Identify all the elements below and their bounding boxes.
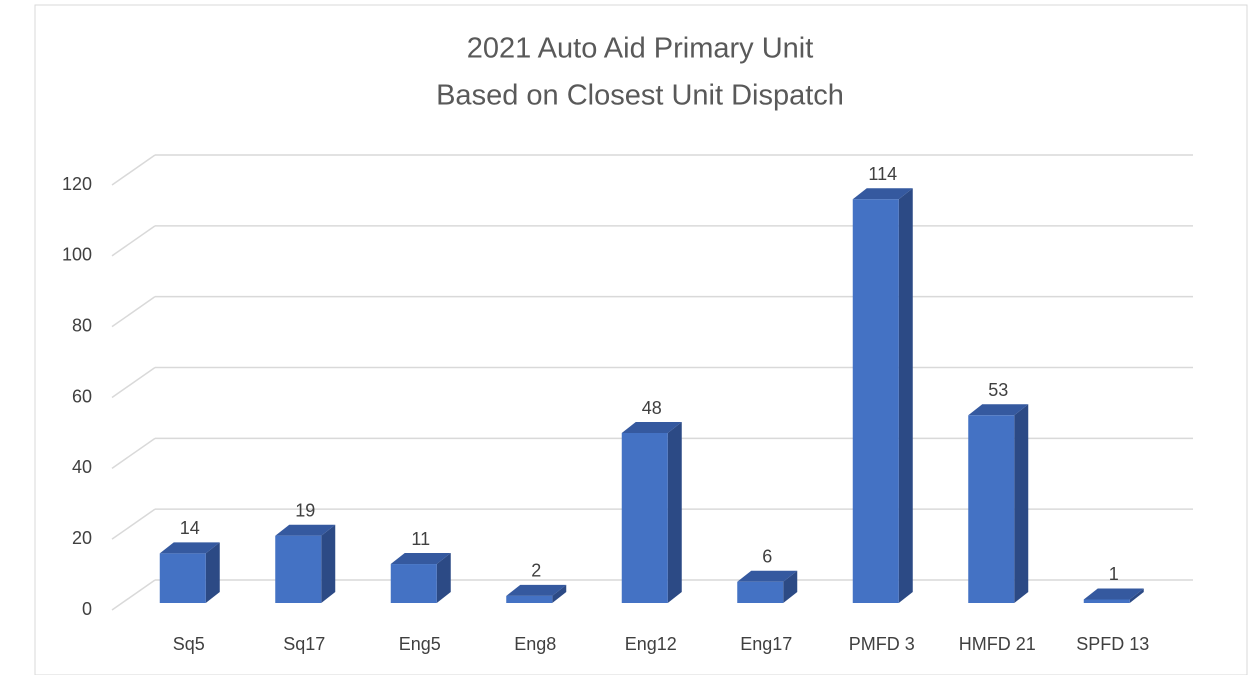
- bar-front: [852, 199, 899, 603]
- x-tick-label: Sq17: [283, 634, 325, 654]
- bar-top: [506, 584, 567, 596]
- y-tick-label: 120: [62, 174, 92, 194]
- value-label: 19: [295, 500, 315, 520]
- bar-front: [968, 415, 1015, 603]
- bar-side: [898, 188, 913, 603]
- bar-top: [852, 188, 913, 200]
- bar-side: [436, 553, 451, 603]
- bar-side: [1129, 588, 1144, 603]
- bar-side: [1014, 404, 1029, 603]
- grid-line: [111, 225, 156, 257]
- grid-line: [111, 296, 156, 328]
- bar-side: [552, 584, 567, 603]
- value-label: 6: [762, 547, 772, 567]
- bar-top: [159, 542, 220, 554]
- value-label: 11: [411, 529, 430, 549]
- bar-top: [737, 570, 798, 582]
- y-tick-label: 0: [82, 599, 92, 619]
- x-tick-label: PMFD 3: [849, 634, 915, 654]
- bar-side: [205, 542, 220, 603]
- bar-front: [1083, 599, 1130, 603]
- bar: [1083, 588, 1144, 603]
- grid-line: [111, 437, 156, 469]
- y-tick-label: 100: [62, 245, 92, 265]
- bar-top: [1083, 588, 1144, 600]
- grid-line: [111, 366, 156, 399]
- x-tick-label: Eng17: [740, 634, 792, 654]
- bar-side: [667, 422, 682, 603]
- bar-top: [275, 524, 336, 536]
- y-tick-label: 80: [72, 315, 92, 335]
- chart-title: Based on Closest Unit Dispatch: [436, 80, 844, 112]
- value-label: 2: [531, 561, 541, 581]
- bar-top: [390, 553, 451, 565]
- x-tick-label: HMFD 21: [959, 634, 1036, 654]
- y-tick-label: 60: [72, 386, 92, 406]
- bar: [506, 584, 567, 603]
- value-label: 48: [642, 398, 662, 418]
- grid-line: [111, 579, 156, 611]
- bar: [852, 188, 913, 603]
- x-tick-label: Sq5: [173, 634, 205, 654]
- grid-line: [111, 508, 156, 540]
- bar: [275, 524, 336, 603]
- bar-side: [321, 524, 336, 603]
- x-tick-label: Eng5: [399, 634, 441, 654]
- bar-top: [621, 422, 682, 433]
- x-tick-label: Eng12: [625, 634, 677, 654]
- bar-top: [968, 404, 1029, 416]
- bar-front: [737, 581, 784, 603]
- bar: [621, 422, 682, 603]
- bar-front: [621, 433, 668, 603]
- bar-front: [390, 564, 437, 603]
- chart-title: 2021 Auto Aid Primary Unit: [467, 33, 814, 65]
- bar: [159, 542, 220, 603]
- value-label: 114: [868, 164, 897, 184]
- bar-front: [275, 535, 322, 603]
- bar-front: [506, 595, 553, 603]
- x-tick-label: SPFD 13: [1076, 634, 1149, 654]
- value-label: 53: [988, 380, 1008, 400]
- grid-line: [111, 154, 156, 186]
- bar-front: [159, 553, 206, 603]
- y-tick-label: 40: [72, 457, 92, 477]
- bar: [390, 553, 451, 603]
- bar: [737, 570, 798, 603]
- x-tick-label: Eng8: [514, 634, 556, 654]
- value-label: 1: [1109, 564, 1119, 584]
- value-label: 14: [180, 518, 200, 538]
- y-tick-label: 20: [72, 528, 92, 548]
- bar-side: [783, 570, 798, 603]
- bar: [968, 404, 1029, 603]
